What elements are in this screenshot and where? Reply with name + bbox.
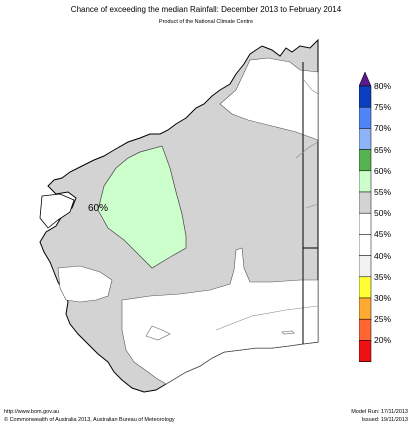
legend-label: 80% — [374, 81, 392, 91]
legend-top-arrow — [359, 72, 372, 87]
inland-line — [215, 305, 319, 331]
legend-swatch — [359, 212, 372, 235]
legend-swatch — [359, 297, 372, 320]
legend-colorbar — [359, 72, 372, 362]
inland-lake-2 — [281, 330, 295, 335]
south-white-area — [121, 247, 319, 385]
map-subtitle: Product of the National Climate Centre — [158, 19, 254, 25]
north-white-area — [219, 57, 319, 141]
legend-swatch — [359, 234, 372, 256]
legend-swatch — [359, 149, 372, 172]
legend-swatch — [359, 85, 372, 108]
legend-swatch — [359, 340, 372, 362]
legend-swatch — [359, 128, 372, 150]
footer-model-run: Model Run: 17/11/2013 — [351, 409, 408, 415]
map-title: Chance of exceeding the median Rainfall:… — [70, 5, 342, 14]
legend: 80% 75% 70% 65% 60% 55% 50% 45% 40% 35% 30% 25% 20% — [359, 72, 409, 362]
legend-swatch — [359, 191, 372, 214]
footer-left: http://www.bom.gov.au © Commonwealth of … — [4, 408, 175, 424]
footer-right: Model Run: 17/11/2013 Issued: 19/11/2013 — [351, 408, 408, 424]
legend-label: 60% — [374, 165, 392, 176]
inland-lake-1 — [145, 325, 171, 341]
legend-label: 20% — [374, 335, 392, 346]
coastal-bay — [39, 193, 75, 229]
legend-label: 70% — [374, 123, 392, 134]
ne-outline-2 — [295, 141, 319, 159]
footer-copyright: © Commonwealth of Australia 2013, Austra… — [4, 417, 175, 423]
e-outline — [305, 203, 319, 209]
footer-issued: Issued: 19/11/2013 — [361, 417, 408, 423]
legend-label: 35% — [374, 271, 392, 282]
footer-url: http://www.bom.gov.au — [4, 409, 60, 415]
legend-label: 25% — [374, 314, 392, 325]
legend-label: 65% — [374, 144, 392, 155]
sixty-percent-area — [97, 145, 187, 269]
legend-swatch — [359, 276, 372, 299]
legend-swatch — [359, 255, 372, 278]
legend-swatch — [359, 170, 372, 193]
legend-swatch — [359, 106, 372, 129]
southwest-white-area — [57, 265, 113, 303]
legend-label: 55% — [374, 187, 392, 197]
legend-label: 75% — [374, 102, 392, 113]
legend-label: 50% — [374, 208, 392, 219]
legend-label: 40% — [374, 250, 392, 261]
legend-label: 45% — [374, 229, 392, 240]
legend-swatch — [359, 318, 372, 341]
sixty-percent-label: 60% — [88, 203, 109, 214]
legend-label: 30% — [374, 293, 392, 303]
ne-outline — [303, 79, 319, 95]
